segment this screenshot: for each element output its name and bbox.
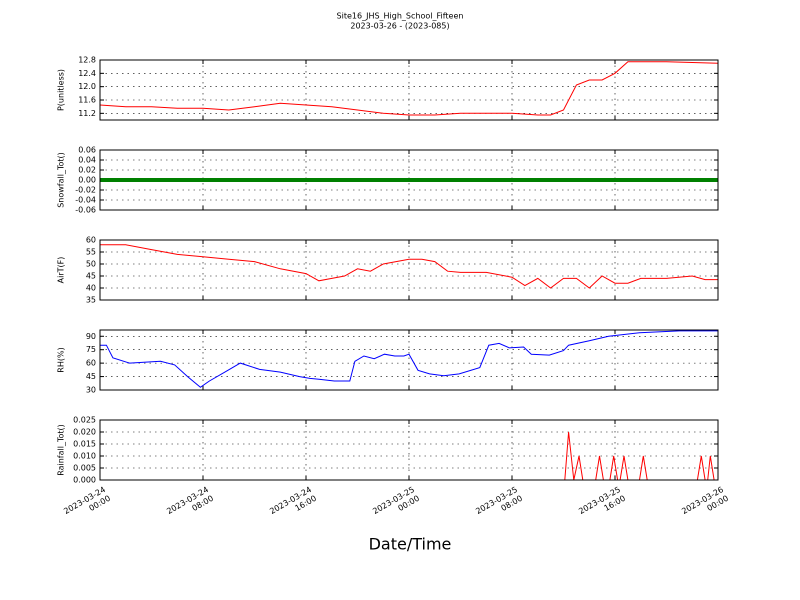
y-tick-label: 0.010 bbox=[73, 452, 96, 461]
y-tick-label: 11.6 bbox=[78, 96, 96, 105]
y-tick-label: 45 bbox=[86, 272, 96, 281]
y-tick-label: 90 bbox=[86, 332, 96, 341]
y-tick-label: 0.04 bbox=[78, 156, 96, 165]
data-line bbox=[100, 244, 718, 289]
y-tick-label: 40 bbox=[86, 284, 96, 293]
y-tick-label: 0.025 bbox=[73, 416, 96, 425]
y-tick-label: 60 bbox=[86, 359, 96, 368]
y-tick-label: 0.000 bbox=[73, 476, 96, 485]
y-tick-label: -0.04 bbox=[75, 196, 96, 205]
y-tick-label: 0.020 bbox=[73, 428, 96, 437]
y-tick-label: -0.02 bbox=[75, 186, 96, 195]
y-axis-label: P(unitless) bbox=[57, 69, 66, 111]
y-tick-label: 0.015 bbox=[73, 440, 96, 449]
y-tick-label: 75 bbox=[86, 345, 96, 354]
y-tick-label: 11.2 bbox=[78, 109, 96, 118]
y-axis-label: AirT(F) bbox=[57, 257, 66, 284]
data-line bbox=[100, 330, 718, 388]
x-axis-label: Date/Time bbox=[369, 535, 452, 554]
axes-frame bbox=[99, 329, 719, 391]
y-tick-label: 60 bbox=[86, 236, 96, 245]
y-axis-label: Rainfall_Tot() bbox=[57, 424, 66, 476]
y-tick-label: 0.02 bbox=[78, 166, 96, 175]
y-tick-label: 55 bbox=[86, 248, 96, 257]
y-tick-label: 0.00 bbox=[78, 176, 96, 185]
axes-frame bbox=[99, 419, 719, 481]
y-tick-label: 0.005 bbox=[73, 464, 96, 473]
y-axis-label: RH(%) bbox=[57, 347, 66, 372]
y-tick-label: 30 bbox=[86, 386, 96, 395]
y-tick-label: 12.4 bbox=[78, 69, 96, 78]
y-tick-label: 50 bbox=[86, 260, 96, 269]
y-tick-label: 12.8 bbox=[78, 56, 96, 65]
y-tick-label: 45 bbox=[86, 372, 96, 381]
y-axis-label: Snowfall_Tot() bbox=[57, 152, 66, 208]
y-tick-label: 12.0 bbox=[78, 82, 96, 91]
y-tick-label: 35 bbox=[86, 296, 96, 305]
data-line bbox=[99, 61, 719, 116]
axes-frame bbox=[99, 149, 719, 211]
y-tick-label: 0.06 bbox=[78, 146, 96, 155]
axes-frame bbox=[99, 239, 719, 301]
chart-title: Site16_JHS_High_School_Fifteen bbox=[337, 12, 464, 21]
chart-subtitle: 2023-03-26 - (2023-085) bbox=[350, 22, 449, 31]
axes-frame bbox=[99, 59, 719, 121]
y-tick-label: -0.06 bbox=[75, 206, 96, 215]
